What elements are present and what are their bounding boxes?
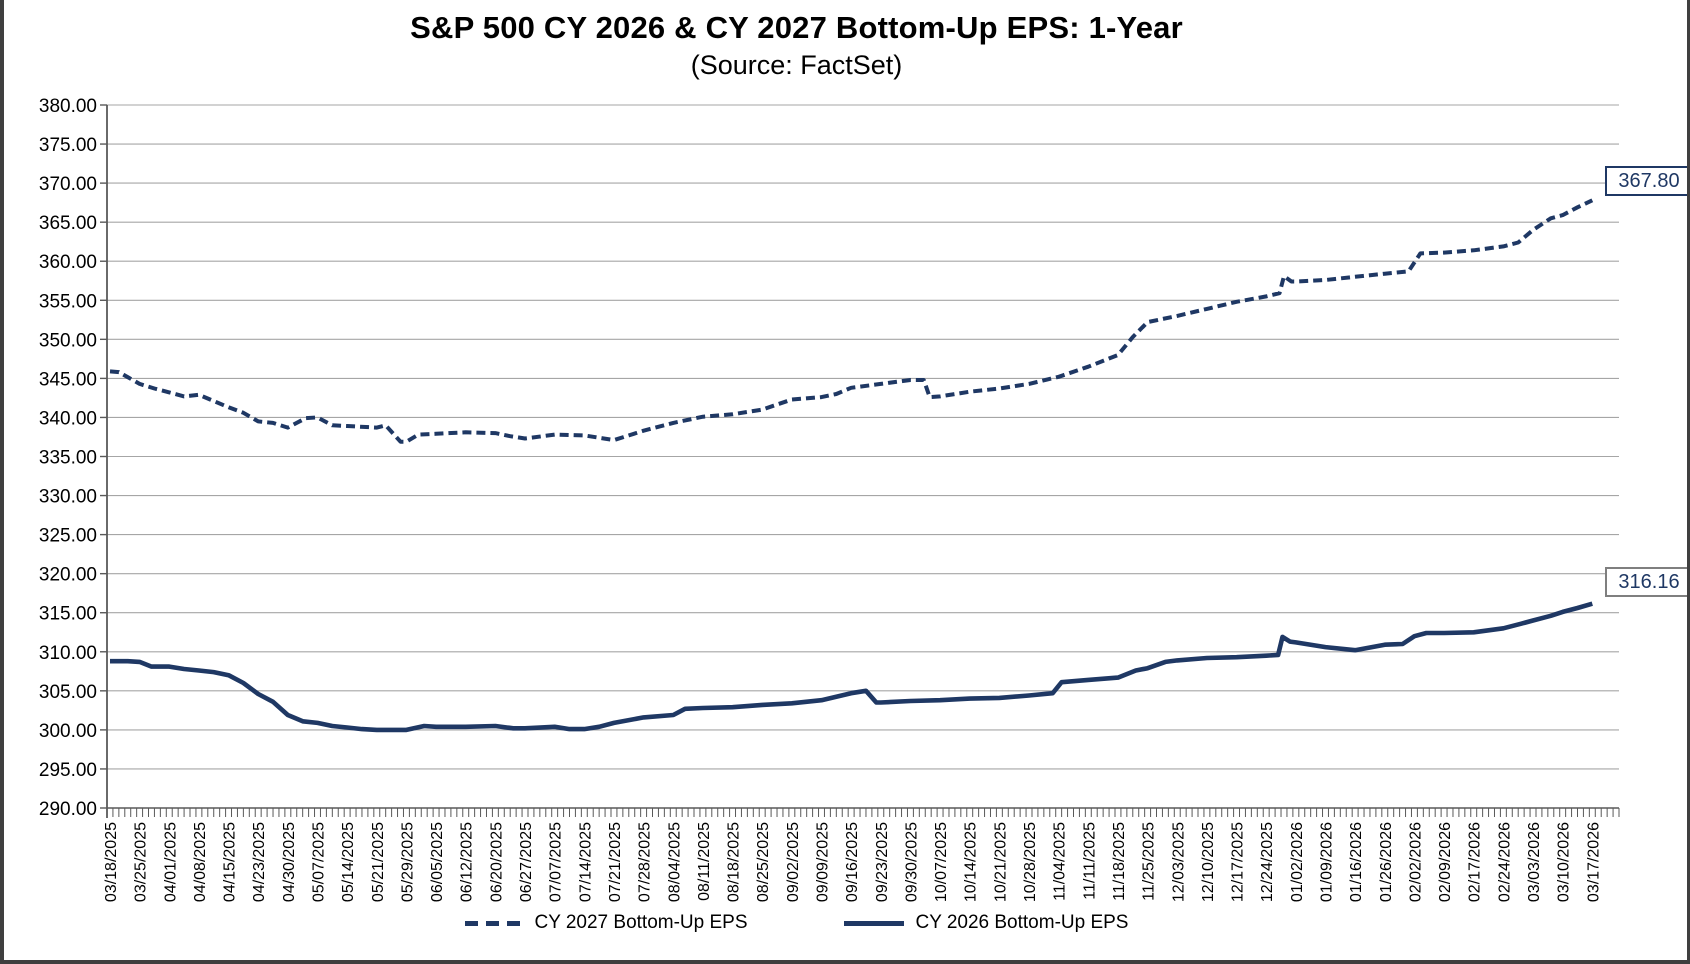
y-axis-label: 350.00 <box>39 330 97 351</box>
solid-line-sample-icon <box>843 920 904 926</box>
y-axis-label: 325.00 <box>39 526 97 547</box>
x-axis-label: 04/15/2025 <box>222 822 239 902</box>
x-axis-label: 09/23/2025 <box>874 822 891 902</box>
x-axis-label: 09/09/2025 <box>814 822 831 902</box>
x-axis-label: 12/24/2025 <box>1259 822 1276 902</box>
x-axis-label: 02/24/2026 <box>1496 822 1513 902</box>
chart-subtitle: (Source: FactSet) <box>690 50 903 80</box>
x-axis-label: 09/02/2025 <box>785 822 802 902</box>
y-axis-label: 380.00 <box>39 96 97 117</box>
x-axis-label: 07/14/2025 <box>577 822 594 902</box>
y-axis-label: 300.00 <box>39 721 97 742</box>
x-axis-label: 06/20/2025 <box>488 822 505 902</box>
y-axis-label: 320.00 <box>39 565 97 586</box>
cy2026-series-line <box>110 601 1593 733</box>
x-axis-label: 08/04/2025 <box>666 822 683 902</box>
x-axis-label: 11/04/2025 <box>1052 822 1069 901</box>
x-axis-label: 05/14/2025 <box>340 822 357 902</box>
eps-line-chart: 380.00 375.00 370.00 365.00 360.00 355.00 350.… <box>39 96 1620 902</box>
x-axis-label: 12/17/2025 <box>1230 822 1247 902</box>
end-value-label-cy2027: 367.80 <box>1605 166 1687 196</box>
y-axis-label: 315.00 <box>39 604 97 625</box>
x-axis-label: 04/23/2025 <box>251 822 268 902</box>
x-axis-label: 06/12/2025 <box>459 822 476 902</box>
x-axis-label: 10/28/2025 <box>1022 822 1039 902</box>
x-axis-label: 03/03/2026 <box>1526 822 1543 902</box>
x-axis-label: 05/21/2025 <box>370 822 387 902</box>
legend-label-cy2027: CY 2027 Bottom-Up EPS <box>534 912 748 933</box>
x-axis-label: 12/03/2025 <box>1170 822 1187 902</box>
y-axis-label: 340.00 <box>39 408 97 429</box>
y-axis-label: 305.00 <box>39 682 97 703</box>
x-axis-label: 09/30/2025 <box>903 822 920 902</box>
x-axis-label: 11/25/2025 <box>1141 822 1158 901</box>
x-axis-label: 07/28/2025 <box>637 822 654 902</box>
y-axis-label: 370.00 <box>39 174 97 195</box>
dashed-line-sample-icon <box>464 920 523 926</box>
x-axis-label: 10/21/2025 <box>992 822 1009 902</box>
x-axis-label: 10/07/2025 <box>933 822 950 902</box>
y-axis-label: 295.00 <box>39 760 97 781</box>
x-axis-label: 04/01/2025 <box>162 822 179 902</box>
y-axis-label: 355.00 <box>39 291 97 312</box>
y-axis-label: 335.00 <box>39 448 97 469</box>
legend: CY 2027 Bottom-Up EPS CY 2026 Bottom-Up … <box>4 906 1589 940</box>
chart-title: S&P 500 CY 2026 & CY 2027 Bottom-Up EPS:… <box>410 10 1183 45</box>
x-axis-label: 08/25/2025 <box>755 822 772 902</box>
x-axis-label: 03/17/2026 <box>1585 822 1602 902</box>
x-axis-label: 02/17/2026 <box>1467 822 1484 902</box>
y-axis-label: 290.00 <box>39 799 97 820</box>
y-axis-label: 310.00 <box>39 643 97 664</box>
x-axis-label: 10/14/2025 <box>963 822 980 902</box>
y-axis-label: 330.00 <box>39 487 97 508</box>
x-axis-label: 02/02/2026 <box>1407 822 1424 902</box>
x-axis-label: 11/11/2025 <box>1081 822 1098 900</box>
x-axis-label: 01/26/2026 <box>1378 822 1395 902</box>
x-axis-label: 05/29/2025 <box>399 822 416 902</box>
x-axis-label: 08/18/2025 <box>726 822 743 902</box>
y-axis-label: 345.00 <box>39 369 97 390</box>
x-axis-label: 03/10/2026 <box>1556 822 1573 902</box>
y-axis-label: 365.00 <box>39 213 97 234</box>
x-axis-label: 08/11/2025 <box>696 822 713 901</box>
x-axis-label: 04/08/2025 <box>192 822 209 902</box>
x-axis-label: 01/09/2026 <box>1318 822 1335 902</box>
x-axis-label: 07/21/2025 <box>607 822 624 902</box>
legend-item-cy2027: CY 2027 Bottom-Up EPS <box>464 912 748 934</box>
x-axis-label: 06/27/2025 <box>518 822 535 902</box>
x-axis-label: 06/05/2025 <box>429 822 446 902</box>
x-axis-label: 07/07/2025 <box>548 822 565 902</box>
x-axis-label: 02/09/2026 <box>1437 822 1454 902</box>
x-axis-label: 11/18/2025 <box>1111 822 1128 901</box>
x-axis-label: 04/30/2025 <box>281 822 298 902</box>
end-value-label-cy2026: 316.16 <box>1605 567 1687 597</box>
x-axis-label: 09/16/2025 <box>844 822 861 902</box>
x-axis-label: 12/10/2025 <box>1200 822 1217 902</box>
x-axis-label: 03/18/2025 <box>103 822 120 902</box>
cy2027-series-line <box>109 198 1594 444</box>
x-axis-label: 03/25/2025 <box>133 822 150 902</box>
x-axis-label: 01/02/2026 <box>1289 822 1306 902</box>
y-axis-label: 375.00 <box>39 135 97 156</box>
x-axis-label: 05/07/2025 <box>310 822 327 902</box>
legend-item-cy2026: CY 2026 Bottom-Up EPS <box>843 912 1129 934</box>
y-axis-label: 360.00 <box>39 252 97 273</box>
x-axis-label: 01/16/2026 <box>1348 822 1365 902</box>
legend-label-cy2026: CY 2026 Bottom-Up EPS <box>915 912 1129 933</box>
